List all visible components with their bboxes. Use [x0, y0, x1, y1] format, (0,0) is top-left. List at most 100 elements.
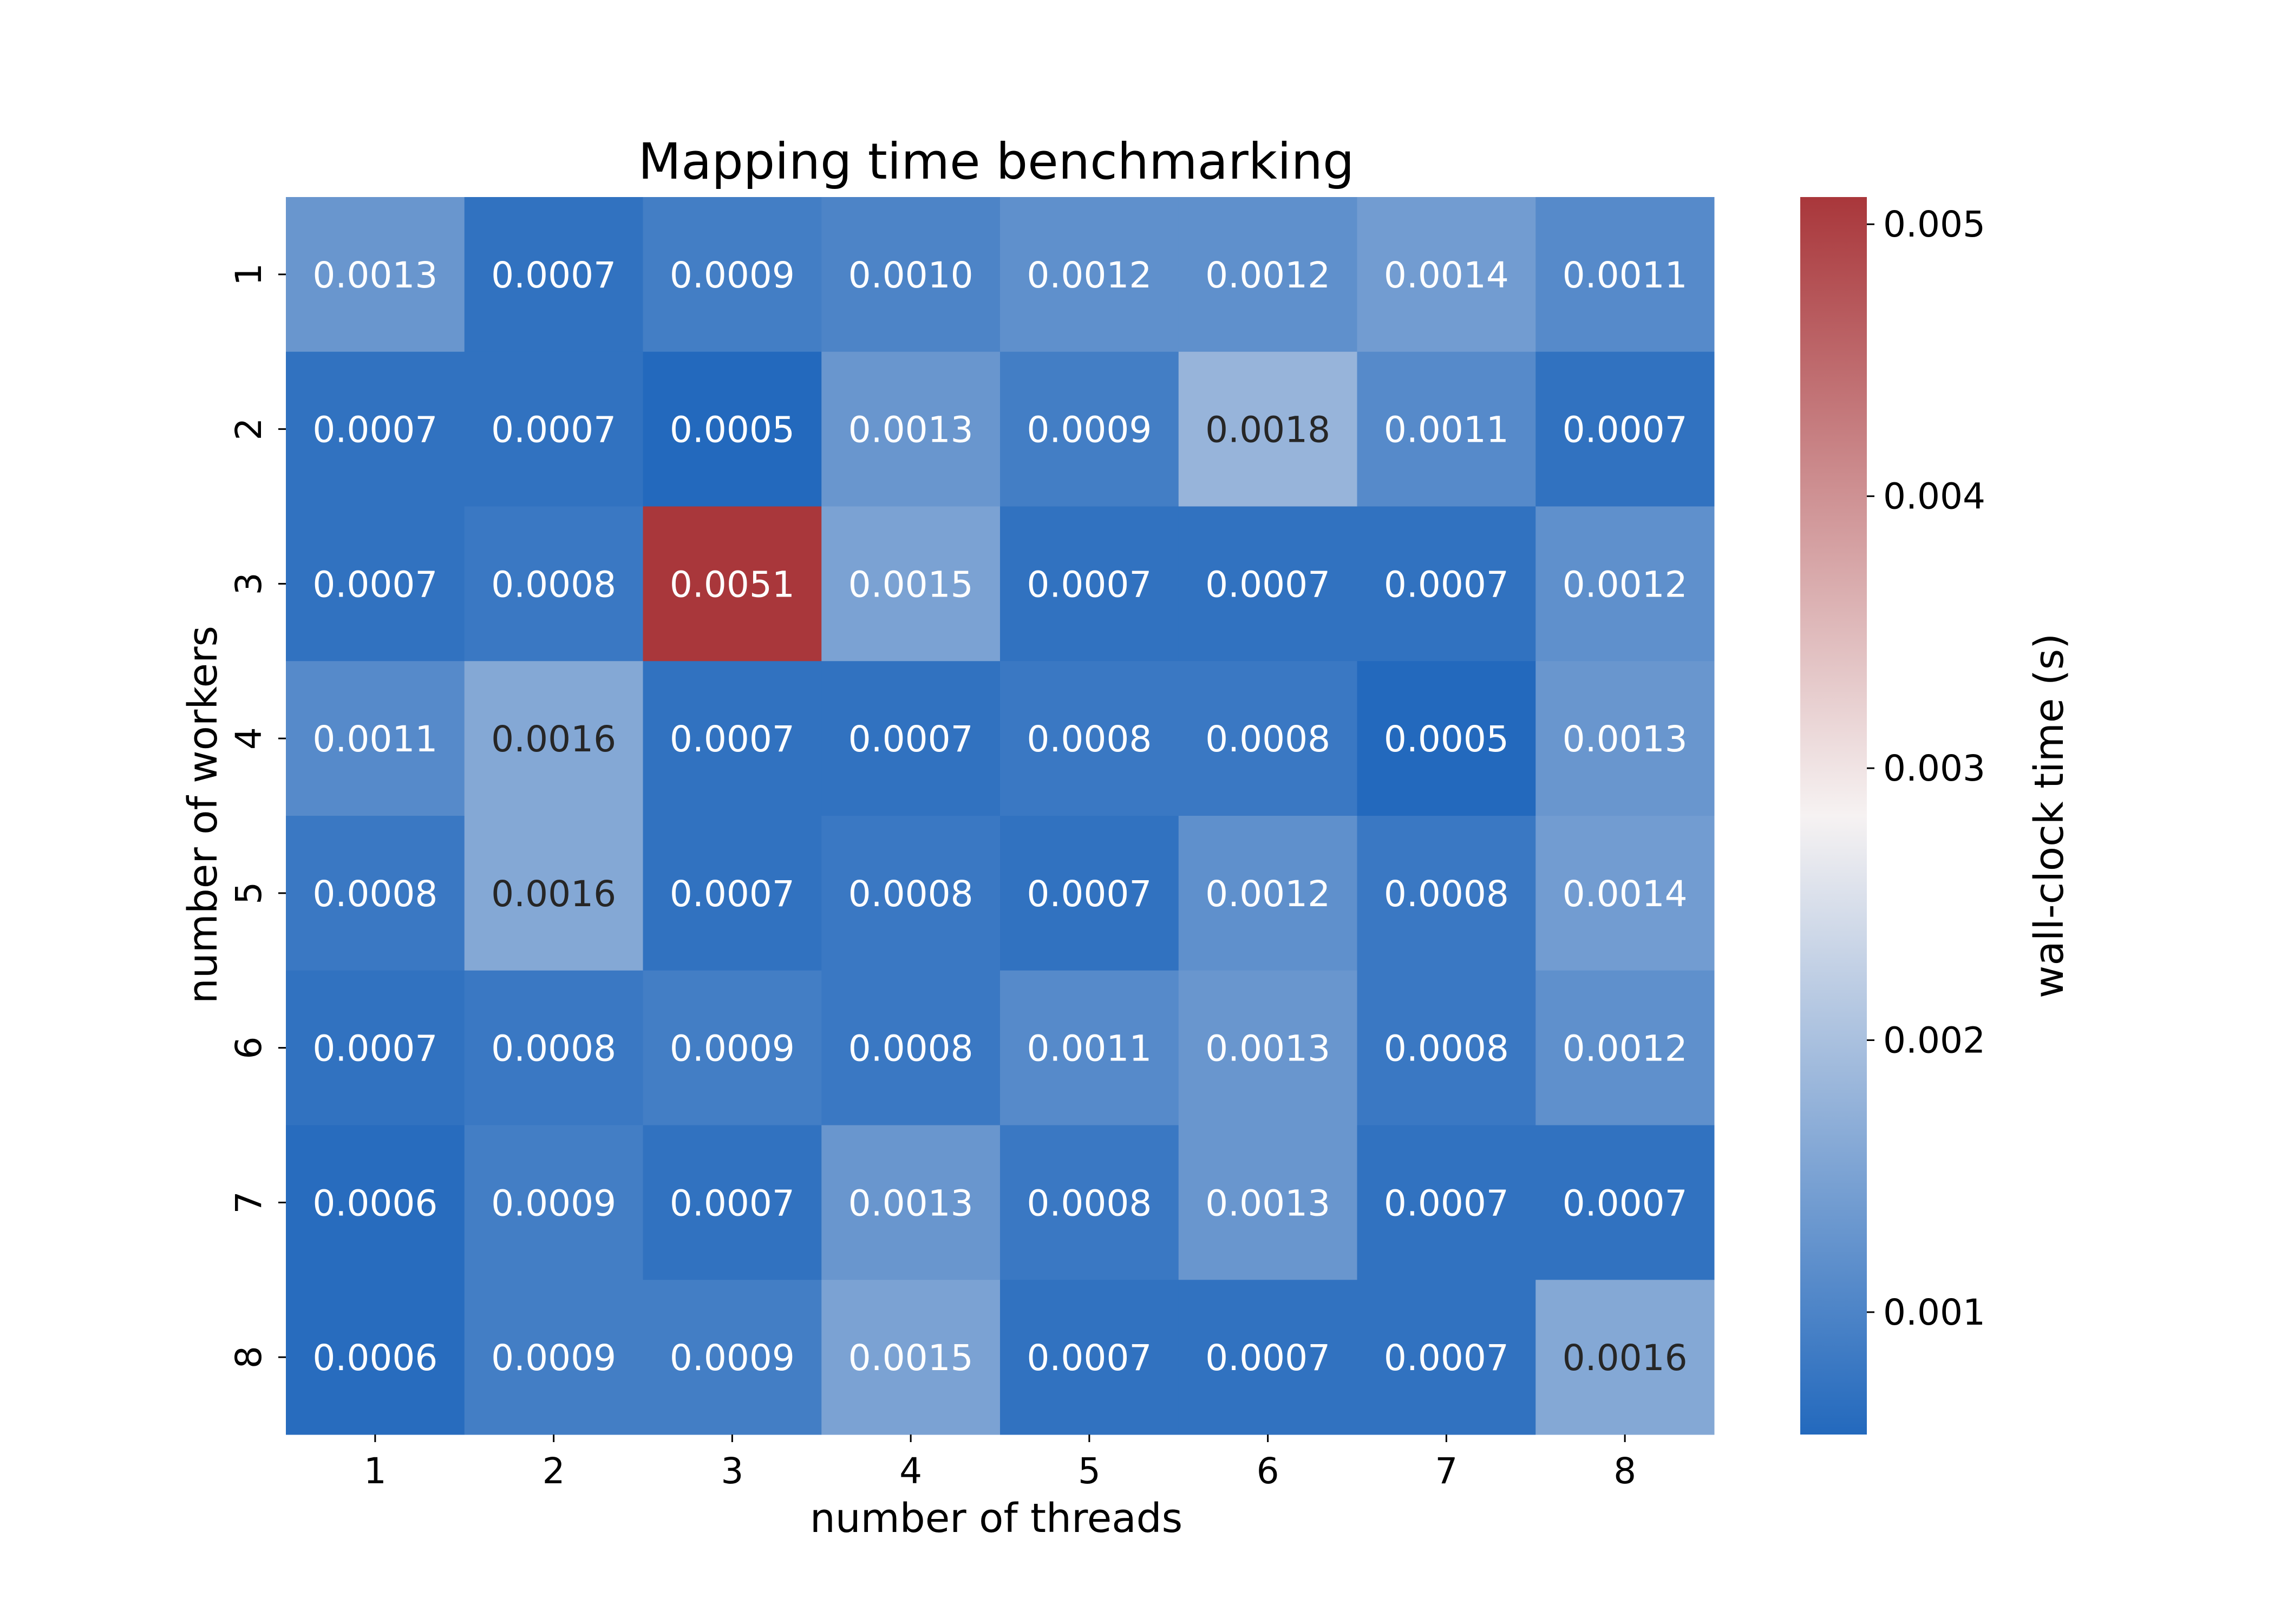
heatmap-cell [1535, 351, 1715, 507]
heatmap-cell-label: 0.0007 [312, 409, 437, 451]
heatmap-cell-label: 0.0013 [1563, 718, 1688, 760]
heatmap-cell-label: 0.0009 [491, 1337, 616, 1379]
heatmap-cell-label: 0.0012 [1027, 254, 1152, 296]
heatmap-cell-label: 0.0005 [670, 409, 795, 451]
heatmap-cell [1178, 1280, 1357, 1435]
heatmap-cell-label: 0.0007 [1384, 564, 1509, 605]
y-tick-label: 8 [228, 1346, 270, 1368]
heatmap-cell [1178, 197, 1357, 352]
colorbar-label: wall-clock time (s) [2026, 633, 2073, 998]
heatmap-cell-label: 0.0011 [1027, 1028, 1152, 1070]
chart-title: Mapping time benchmarking [638, 133, 1355, 191]
heatmap-cell-label: 0.0009 [670, 1337, 795, 1379]
colorbar [1800, 197, 1867, 1435]
heatmap-cell-label: 0.0016 [491, 718, 616, 760]
heatmap-cell [1357, 816, 1536, 971]
heatmap-cell [643, 1280, 822, 1435]
heatmap-cell-label: 0.0007 [848, 718, 973, 760]
heatmap-cell [643, 661, 822, 816]
heatmap-cell-label: 0.0007 [1563, 409, 1688, 451]
y-tick-label: 2 [228, 418, 270, 441]
heatmap-cell [1357, 197, 1536, 352]
heatmap-cell-label: 0.0007 [491, 409, 616, 451]
heatmap-cell-label: 0.0006 [312, 1182, 437, 1224]
heatmap-cell [1535, 506, 1715, 662]
heatmap-cell [1357, 1125, 1536, 1280]
heatmap-cell-label: 0.0013 [1205, 1028, 1330, 1070]
heatmap-cell [1000, 1280, 1179, 1435]
heatmap-cell-label: 0.0007 [1384, 1182, 1509, 1224]
y-axis-label: number of workers [180, 626, 226, 1004]
heatmap-cell-label: 0.0010 [848, 254, 973, 296]
heatmap-cell [821, 970, 1001, 1125]
heatmap-cell [1535, 661, 1715, 816]
heatmap-cell [1000, 351, 1179, 507]
heatmap-cell [1535, 1125, 1715, 1280]
heatmap-cell-label: 0.0007 [1384, 1337, 1509, 1379]
heatmap-cell-label: 0.0009 [491, 1182, 616, 1224]
heatmap-cell-label: 0.0018 [1205, 409, 1330, 451]
heatmap-cell-label: 0.0011 [1384, 409, 1509, 451]
heatmap-cell [1178, 816, 1357, 971]
heatmap-cell-label: 0.0007 [670, 1182, 795, 1224]
heatmap-cell-label: 0.0012 [1563, 1028, 1688, 1070]
heatmap-cell [1000, 816, 1179, 971]
heatmap-cell [1357, 351, 1536, 507]
heatmap-cell [643, 506, 822, 662]
y-tick-label: 4 [228, 727, 270, 750]
colorbar-tick-label: 0.005 [1883, 204, 1985, 245]
heatmap-cell-label: 0.0008 [1027, 718, 1152, 760]
heatmap-cell-label: 0.0005 [1384, 718, 1509, 760]
heatmap-cell [821, 351, 1001, 507]
heatmap-cell-label: 0.0007 [1205, 1337, 1330, 1379]
heatmap-cell [286, 816, 465, 971]
heatmap-cell [286, 351, 465, 507]
heatmap-cell-label: 0.0007 [491, 254, 616, 296]
heatmap-cell-label: 0.0009 [1027, 409, 1152, 451]
heatmap-cell-label: 0.0016 [491, 873, 616, 915]
heatmap-cell [821, 1125, 1001, 1280]
heatmap-cell-label: 0.0013 [1205, 1182, 1330, 1224]
heatmap-cell [286, 506, 465, 662]
heatmap-cell [1178, 661, 1357, 816]
colorbar-ticks: 0.001 0.002 0.003 0.004 0.005 [1867, 204, 1985, 1333]
heatmap-cell-label: 0.0008 [1027, 1182, 1152, 1224]
heatmap-cell [1178, 970, 1357, 1125]
x-tick-label: 1 [364, 1450, 387, 1492]
heatmap-cell-label: 0.0008 [1205, 718, 1330, 760]
heatmap-cell [1000, 661, 1179, 816]
heatmap-cell-label: 0.0011 [1563, 254, 1688, 296]
heatmap-cell-labels: 0.0013 0.0007 0.0009 0.0010 0.0012 0.0012 0.00… [312, 254, 1687, 1379]
y-tick-label: 3 [228, 572, 270, 595]
heatmap-cell [1535, 1280, 1715, 1435]
heatmap-cell-label: 0.0008 [1384, 1028, 1509, 1070]
heatmap-cell-label: 0.0013 [848, 1182, 973, 1224]
heatmap-cell [464, 1125, 643, 1280]
heatmap-cell [643, 816, 822, 971]
heatmap-cell [1357, 661, 1536, 816]
heatmap-cell-label: 0.0007 [1205, 564, 1330, 605]
heatmap-cell [464, 816, 643, 971]
heatmap-cell [821, 816, 1001, 971]
heatmap-cell [821, 506, 1001, 662]
heatmap-cell-label: 0.0007 [670, 873, 795, 915]
colorbar-tick-label: 0.002 [1883, 1019, 1985, 1061]
heatmap-cell-label: 0.0015 [848, 564, 973, 605]
x-tick-label: 2 [543, 1450, 565, 1492]
heatmap-cell [286, 1125, 465, 1280]
heatmap-cell [643, 351, 822, 507]
heatmap-cell-label: 0.0051 [670, 564, 795, 605]
y-tick-label: 1 [228, 263, 270, 286]
heatmap-cell-label: 0.0013 [312, 254, 437, 296]
colorbar-tick-label: 0.004 [1883, 476, 1985, 518]
heatmap-cell [286, 661, 465, 816]
heatmap-cell [1357, 1280, 1536, 1435]
x-axis-ticks: 1 2 3 4 5 6 7 8 [364, 1435, 1636, 1492]
heatmap-cell-label: 0.0008 [491, 1028, 616, 1070]
heatmap-cell-label: 0.0014 [1384, 254, 1509, 296]
heatmap-cell [643, 970, 822, 1125]
heatmap-cell-label: 0.0012 [1205, 873, 1330, 915]
heatmap-cell [286, 1280, 465, 1435]
heatmap-cell [286, 970, 465, 1125]
